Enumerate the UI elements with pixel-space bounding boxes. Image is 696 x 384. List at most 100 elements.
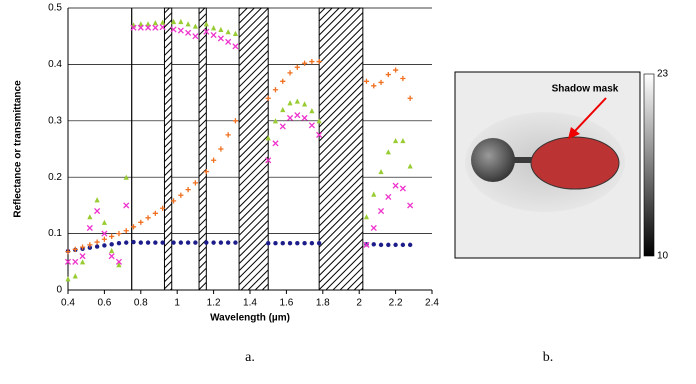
y-axis-title: Reflectance or transmittance bbox=[13, 80, 24, 218]
point bbox=[80, 259, 85, 264]
point bbox=[400, 76, 405, 81]
point bbox=[102, 220, 107, 225]
point bbox=[211, 240, 215, 244]
point bbox=[218, 27, 223, 32]
point bbox=[124, 240, 128, 244]
point bbox=[178, 28, 183, 33]
point bbox=[211, 158, 216, 163]
point bbox=[109, 234, 114, 239]
point bbox=[302, 101, 307, 106]
x-tick-label: 1.2 bbox=[207, 298, 221, 309]
caption: b. bbox=[543, 350, 554, 365]
point bbox=[95, 244, 99, 248]
sphere bbox=[471, 138, 515, 182]
point bbox=[131, 240, 135, 244]
absorption-band bbox=[164, 8, 171, 290]
point bbox=[280, 124, 285, 129]
point bbox=[408, 203, 413, 208]
point bbox=[400, 186, 405, 191]
point bbox=[186, 30, 191, 35]
point bbox=[408, 243, 412, 247]
point bbox=[139, 240, 143, 244]
point bbox=[379, 243, 383, 247]
point bbox=[178, 19, 183, 24]
point bbox=[226, 29, 231, 34]
point bbox=[211, 25, 216, 30]
point bbox=[288, 241, 292, 245]
point bbox=[138, 220, 143, 225]
point bbox=[371, 225, 376, 230]
x-tick-label: 1.4 bbox=[243, 298, 257, 309]
point bbox=[109, 248, 114, 253]
point bbox=[109, 254, 114, 259]
point bbox=[302, 61, 307, 66]
point bbox=[295, 241, 299, 245]
point bbox=[160, 240, 164, 244]
absorption-band bbox=[199, 8, 206, 290]
point bbox=[95, 239, 100, 244]
point bbox=[226, 132, 231, 137]
point bbox=[408, 96, 413, 101]
figure: 00.10.20.30.40.50.40.60.811.21.41.61.822… bbox=[0, 0, 696, 379]
colorbar-label: 23 bbox=[657, 69, 669, 80]
x-tick-label: 1 bbox=[174, 298, 180, 309]
point bbox=[364, 79, 369, 84]
point bbox=[371, 192, 376, 197]
x-tick-label: 2.2 bbox=[389, 298, 403, 309]
point bbox=[179, 240, 183, 244]
y-tick-label: 0.3 bbox=[48, 115, 62, 126]
x-tick-label: 1.8 bbox=[316, 298, 330, 309]
absorption-band bbox=[319, 8, 363, 290]
point bbox=[102, 237, 107, 242]
colorbar bbox=[644, 74, 654, 256]
point bbox=[65, 249, 70, 254]
image-panel: Shadow mask bbox=[455, 72, 654, 258]
point bbox=[393, 183, 398, 188]
point bbox=[153, 240, 157, 244]
shadow-mask bbox=[531, 137, 619, 189]
point bbox=[87, 225, 92, 230]
page: {"chart_data": {"type": "scatter", "xlab… bbox=[0, 0, 696, 384]
point bbox=[295, 98, 300, 103]
point bbox=[153, 20, 158, 25]
caption: a. bbox=[245, 350, 255, 365]
point bbox=[124, 228, 129, 233]
point bbox=[309, 59, 314, 64]
x-tick-label: 0.4 bbox=[61, 298, 75, 309]
point bbox=[233, 240, 237, 244]
point bbox=[378, 80, 383, 85]
point bbox=[186, 240, 190, 244]
point bbox=[146, 240, 150, 244]
point bbox=[65, 276, 70, 281]
point bbox=[393, 67, 398, 72]
point bbox=[310, 241, 314, 245]
point bbox=[273, 87, 278, 92]
point bbox=[87, 214, 92, 219]
x-tick-label: 2.4 bbox=[425, 298, 439, 309]
y-tick-label: 0 bbox=[56, 285, 62, 296]
point bbox=[287, 115, 292, 120]
point bbox=[211, 32, 216, 37]
point bbox=[95, 208, 100, 213]
point bbox=[193, 180, 198, 185]
point bbox=[378, 169, 383, 174]
point bbox=[109, 242, 113, 246]
point bbox=[226, 39, 231, 44]
y-tick-label: 0.1 bbox=[48, 228, 62, 239]
point bbox=[266, 241, 270, 245]
point bbox=[186, 21, 191, 26]
point bbox=[273, 141, 278, 146]
point bbox=[145, 215, 150, 220]
point bbox=[226, 240, 230, 244]
x-tick-label: 0.8 bbox=[134, 298, 148, 309]
point bbox=[95, 197, 100, 202]
point bbox=[393, 138, 398, 143]
y-tick-label: 0.5 bbox=[48, 3, 62, 14]
y-tick-label: 0.2 bbox=[48, 172, 62, 183]
point bbox=[204, 240, 208, 244]
point bbox=[295, 65, 300, 70]
point bbox=[102, 243, 106, 247]
point bbox=[386, 194, 391, 199]
point bbox=[386, 72, 391, 77]
